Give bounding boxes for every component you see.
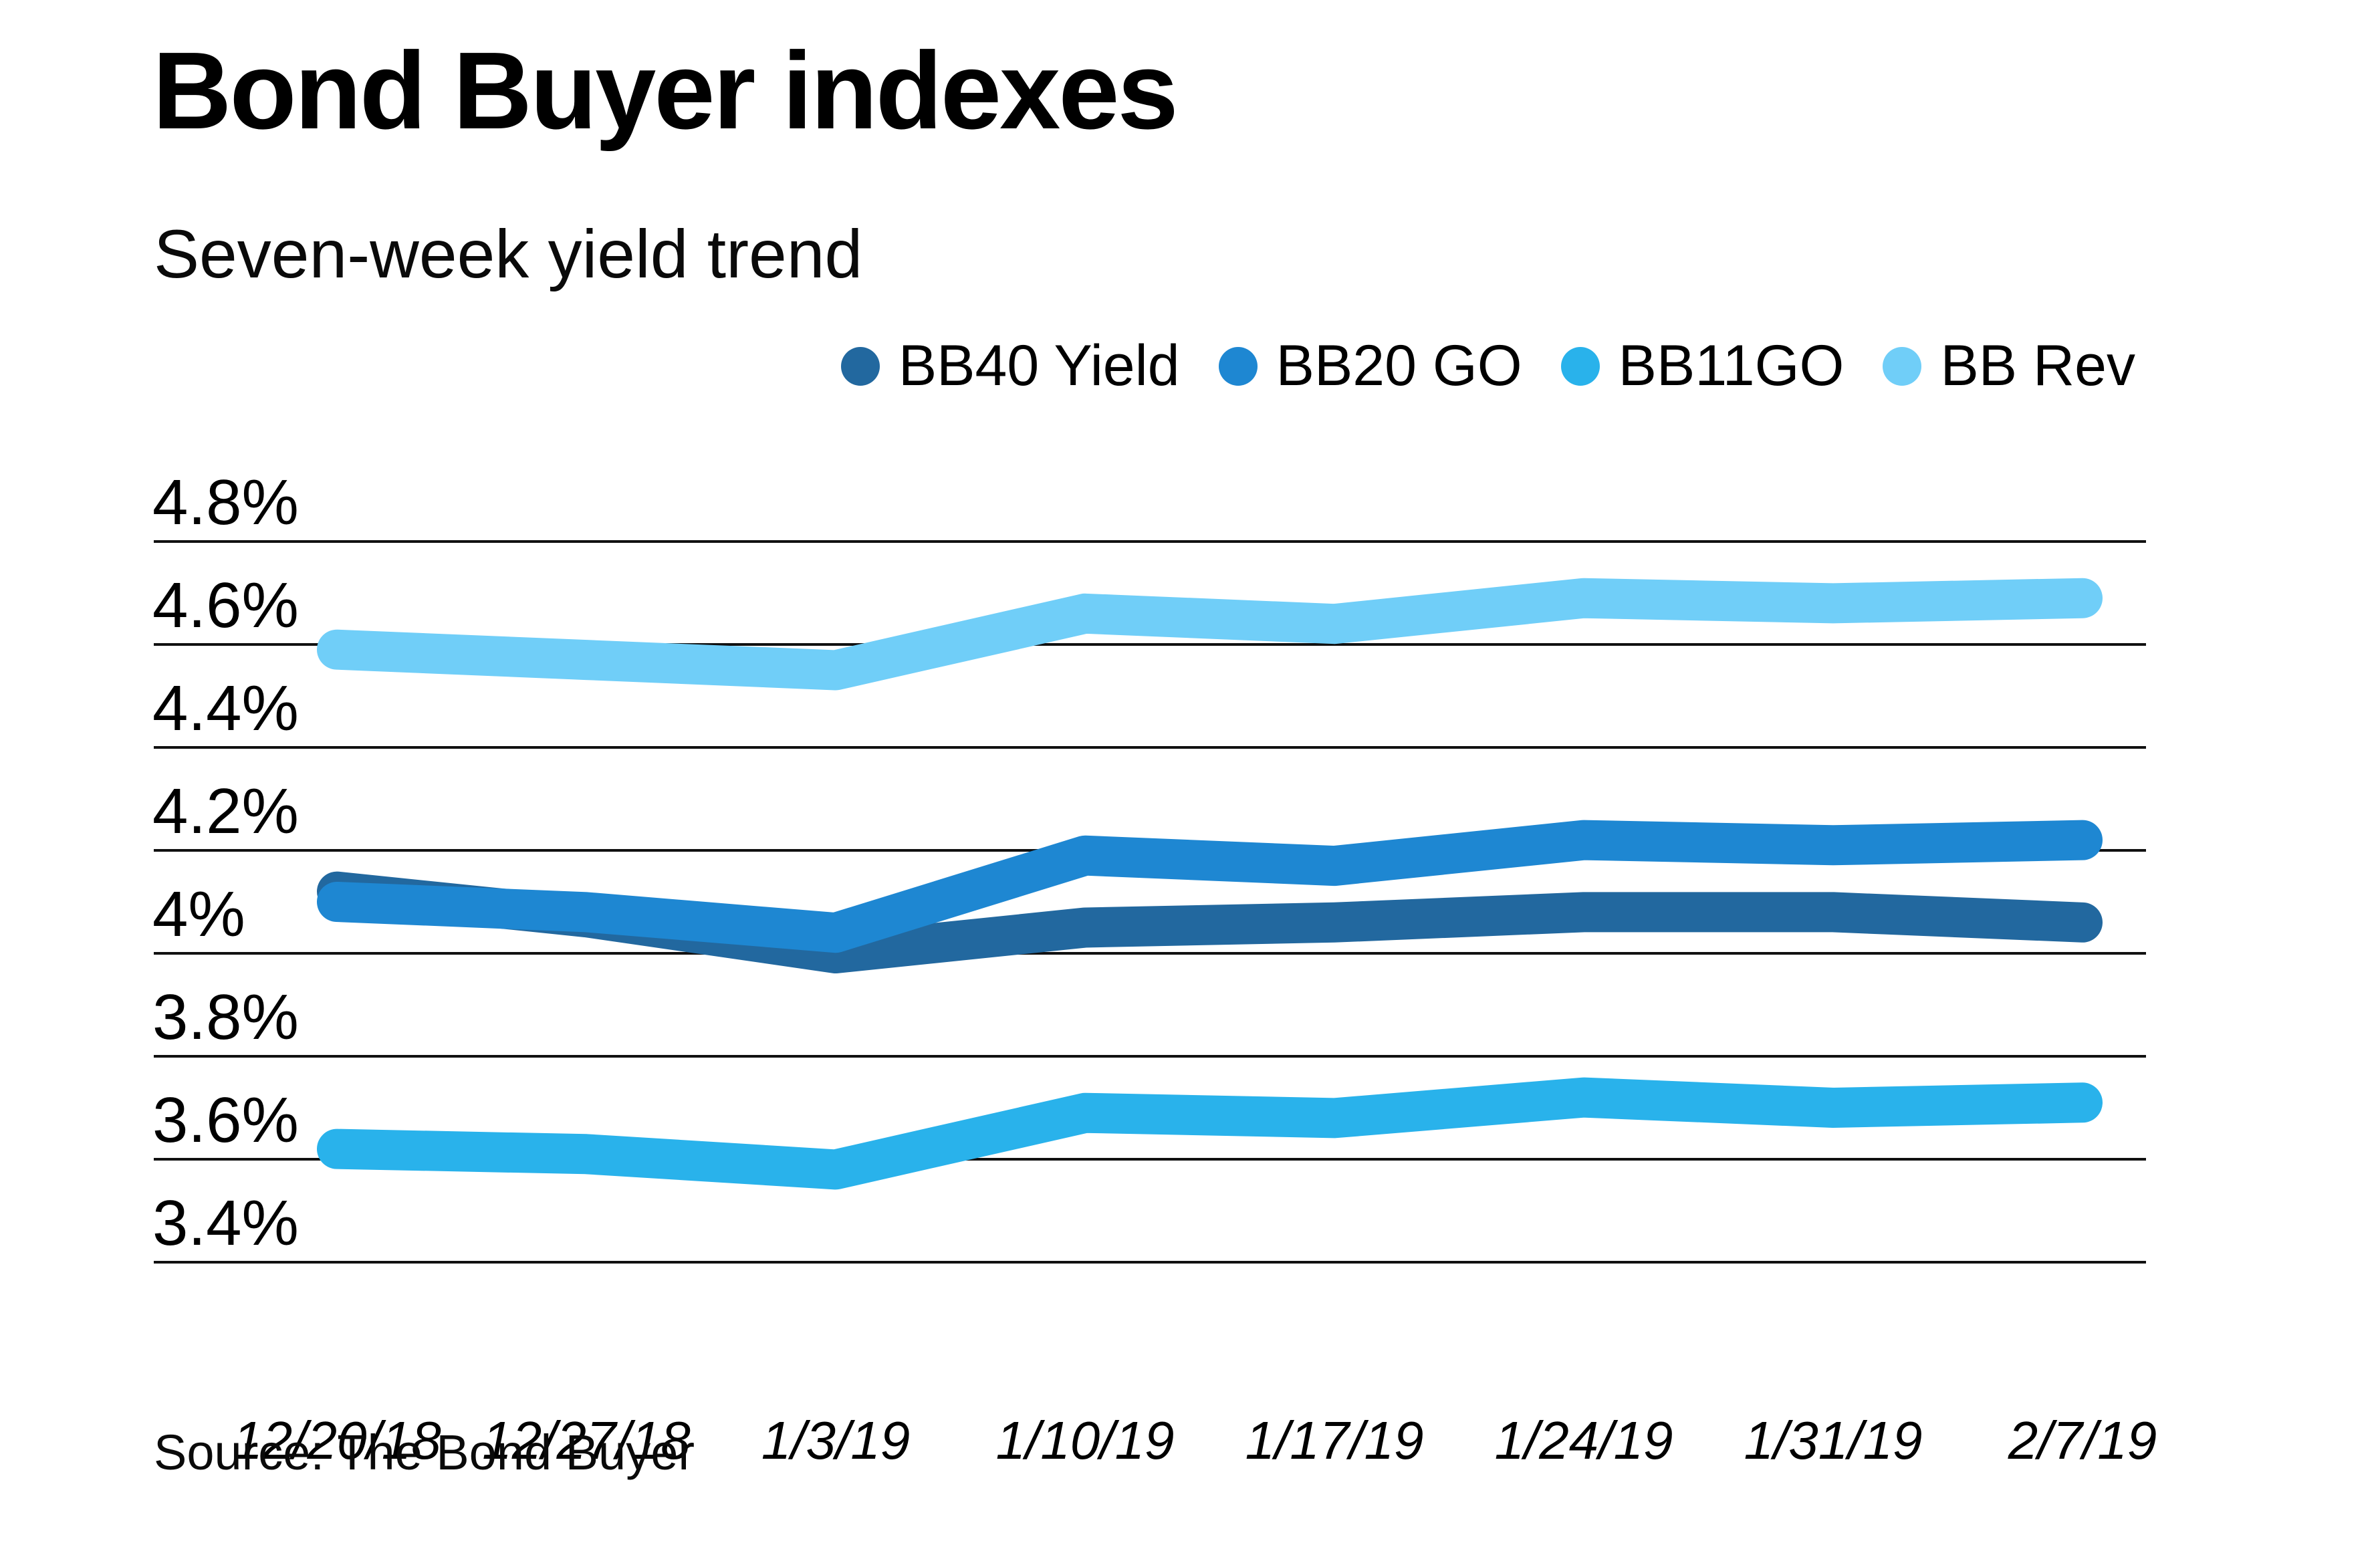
legend-item-bbrev: BB Rev — [1883, 333, 2135, 399]
y-axis-tick-label: 3.6% — [152, 1084, 299, 1156]
x-axis-date-label: 1/10/19 — [996, 1411, 1175, 1470]
legend-label: BB11GO — [1618, 334, 1844, 398]
x-axis-date-label: 1/24/19 — [1495, 1411, 1673, 1470]
legend-label: BB40 Yield — [898, 334, 1180, 398]
x-axis-date-label: 2/7/19 — [2008, 1411, 2157, 1470]
y-axis-tick-label: 3.8% — [152, 981, 299, 1053]
legend-label: BB20 GO — [1276, 334, 1522, 398]
series-line-bb20-go — [317, 820, 2103, 953]
legend-item-bb11: BB11GO — [1560, 333, 1844, 399]
legend-item-bb20: BB20 GO — [1218, 333, 1522, 399]
series-line-bb11go — [317, 1077, 2103, 1190]
x-axis-date-label: 12/27/18 — [482, 1411, 691, 1470]
legend-label: BB Rev — [1940, 334, 2135, 398]
x-axis-date-label: 1/31/19 — [1744, 1411, 1923, 1470]
x-axis-date-label: 1/3/19 — [761, 1411, 910, 1470]
series-line-bb-rev — [317, 578, 2103, 691]
legend-dot-icon — [1883, 346, 1922, 386]
x-axis-date-label: 1/17/19 — [1245, 1411, 1424, 1470]
source-note: Source: The Bond Buyer — [154, 1425, 695, 1480]
y-axis-tick-label: 4.8% — [152, 467, 299, 538]
legend-item-bb40: BB40 Yield — [840, 333, 1180, 399]
y-axis-tick-label: 4.6% — [152, 570, 299, 641]
y-axis-tick-label: 4.4% — [152, 673, 299, 744]
y-axis-tick-label: 4.2% — [152, 776, 299, 847]
y-axis-tick-label: 3.4% — [152, 1187, 299, 1259]
page-title: Bond Buyer indexes — [152, 29, 1179, 152]
y-axis-tick-label: 4% — [152, 878, 245, 950]
legend-dot-icon — [1560, 346, 1600, 386]
legend: BB40 Yield BB20 GO BB11GO BB Rev — [840, 333, 2135, 399]
legend-dot-icon — [840, 346, 880, 386]
page-subtitle: Seven-week yield trend — [154, 216, 863, 292]
x-axis-date-label: 12/20/18 — [233, 1411, 441, 1470]
legend-dot-icon — [1218, 346, 1258, 386]
